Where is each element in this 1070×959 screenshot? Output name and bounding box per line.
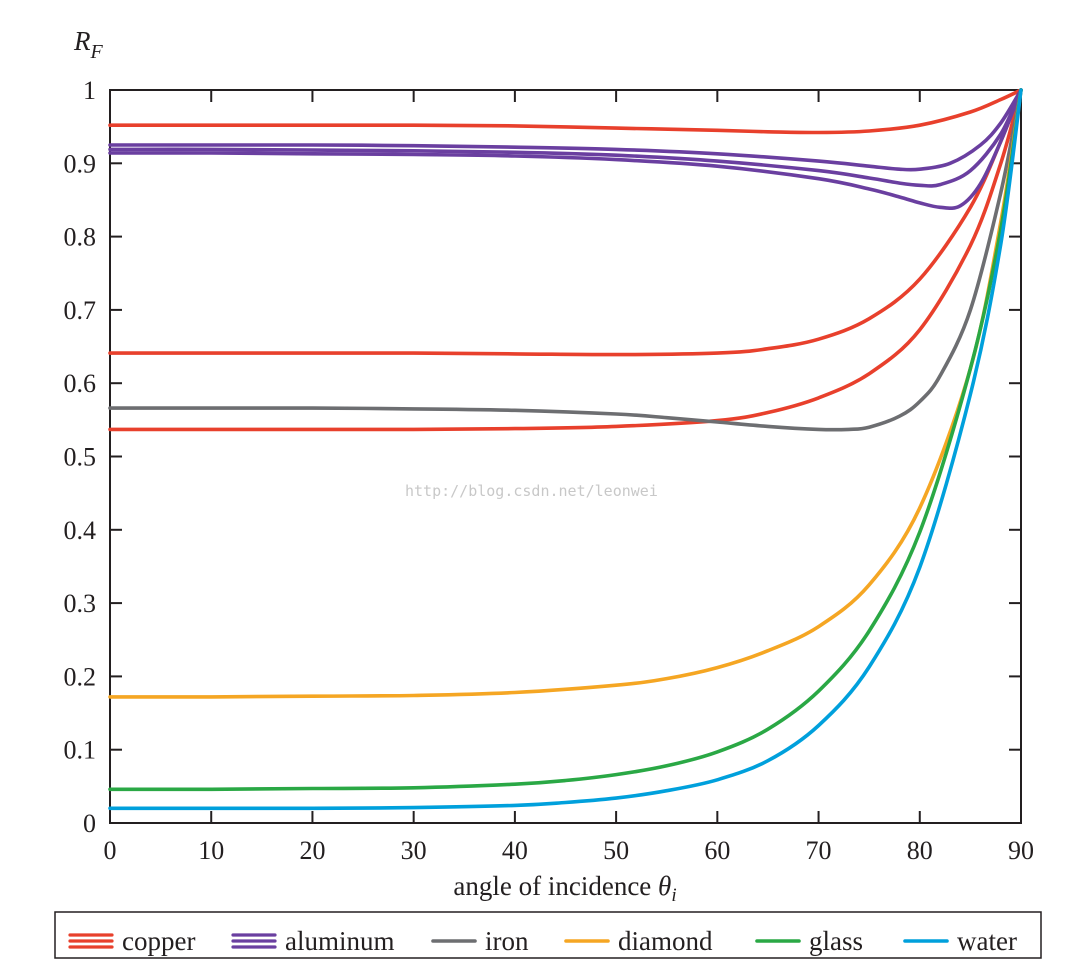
series-line-copper-2 xyxy=(108,88,1023,432)
series-line-glass-8 xyxy=(108,88,1023,792)
x-tick-label: 50 xyxy=(603,836,629,865)
y-axis-title: RF xyxy=(73,26,104,63)
series-line-aluminum-4 xyxy=(108,88,1023,188)
x-axis-title-main: angle of incidence xyxy=(453,871,658,901)
legend-label-diamond: diamond xyxy=(618,926,713,956)
y-tick-label: 0.9 xyxy=(64,149,97,178)
axis-ticks xyxy=(109,89,1022,824)
x-tick-label: 20 xyxy=(299,836,325,865)
series-line-copper-1 xyxy=(108,88,1023,357)
series-line-aluminum-5 xyxy=(108,88,1023,210)
legend-label-glass: glass xyxy=(809,926,863,956)
legend-label-copper: copper xyxy=(122,926,195,956)
legend-item-water: water xyxy=(903,926,1017,956)
y-tick-label: 0.6 xyxy=(64,369,97,398)
y-tick-label: 0.4 xyxy=(64,516,97,545)
legend-item-iron: iron xyxy=(431,926,529,956)
x-tick-label: 70 xyxy=(806,836,832,865)
x-axis-title: angle of incidence θi xyxy=(453,871,676,906)
x-tick-label: 30 xyxy=(401,836,427,865)
plot-frame xyxy=(109,89,1022,824)
legend-label-water: water xyxy=(957,926,1017,956)
legend: copper aluminum iron diamond glass water xyxy=(68,926,1017,956)
y-axis-title-sub: F xyxy=(90,41,104,63)
y-axis-title-main: R xyxy=(73,26,91,56)
x-tick-label: 10 xyxy=(198,836,224,865)
legend-label-aluminum: aluminum xyxy=(285,926,395,956)
legend-box xyxy=(54,911,1042,959)
legend-item-copper: copper xyxy=(68,926,195,956)
watermark-text: http://blog.csdn.net/leonwei xyxy=(405,482,658,500)
y-tick-label: 1 xyxy=(83,76,96,105)
x-axis-title-sub: i xyxy=(671,885,676,906)
y-tick-label: 0.2 xyxy=(64,662,97,691)
y-tick-label: 0.5 xyxy=(64,443,97,472)
legend-item-diamond: diamond xyxy=(564,926,713,956)
y-tick-label: 0.1 xyxy=(64,736,97,765)
x-tick-label: 40 xyxy=(502,836,528,865)
legend-item-aluminum: aluminum xyxy=(231,926,395,956)
legend-item-glass: glass xyxy=(755,926,863,956)
legend-label-iron: iron xyxy=(485,926,529,956)
series-line-copper-0 xyxy=(108,88,1023,135)
series-line-aluminum-3 xyxy=(108,88,1023,172)
axis-tick-labels: 0 10 20 30 40 50 60 70 80 90 0 0.1 0.2 0.3 0.4 0.5 0.6 0.… xyxy=(64,76,1035,865)
x-tick-label: 80 xyxy=(907,836,933,865)
y-tick-label: 0 xyxy=(83,809,96,838)
x-tick-label: 60 xyxy=(704,836,730,865)
x-tick-label: 0 xyxy=(104,836,117,865)
y-tick-label: 0.8 xyxy=(64,223,97,252)
x-axis-title-theta: θ xyxy=(658,871,671,901)
series-line-water-9 xyxy=(108,88,1023,811)
series-layer xyxy=(108,88,1023,811)
series-line-iron-6 xyxy=(108,88,1023,432)
y-tick-label: 0.3 xyxy=(64,589,97,618)
y-tick-label: 0.7 xyxy=(64,296,97,325)
x-tick-label: 90 xyxy=(1008,836,1034,865)
